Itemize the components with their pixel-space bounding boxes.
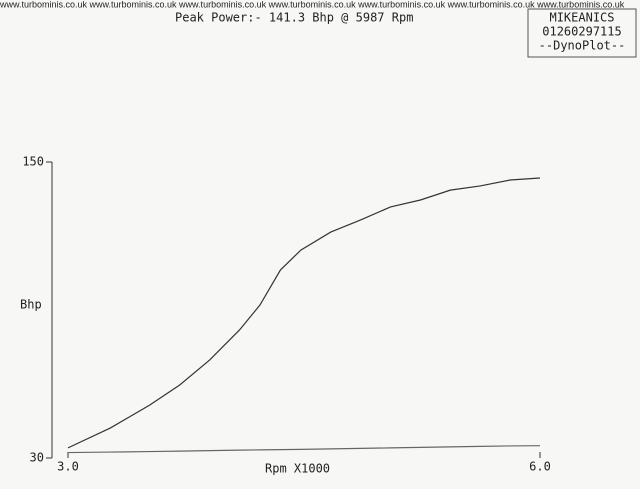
line-series (67, 445, 541, 454)
x-axis-label: Rpm X1000 (265, 462, 330, 476)
chart-title: Peak Power:- 141.3 Bhp @ 5987 Rpm (175, 11, 413, 25)
stamp-box (527, 8, 637, 58)
x-tick-label: 6.0 (529, 460, 551, 474)
watermark-header: www.turbominis.co.uk www.turbominis.co.u… (0, 0, 625, 9)
stamp-line: --DynoPlot-- (539, 39, 626, 53)
line-series (67, 177, 541, 449)
y-axis-label: Bhp (20, 298, 42, 312)
y-tick-label: 30 (30, 451, 44, 465)
stamp-line: 01260297115 (542, 25, 621, 39)
x-tick-label: 3.0 (57, 460, 79, 474)
y-tick-label: 150 (22, 155, 44, 169)
stamp-line: MIKEANICS (549, 11, 614, 25)
